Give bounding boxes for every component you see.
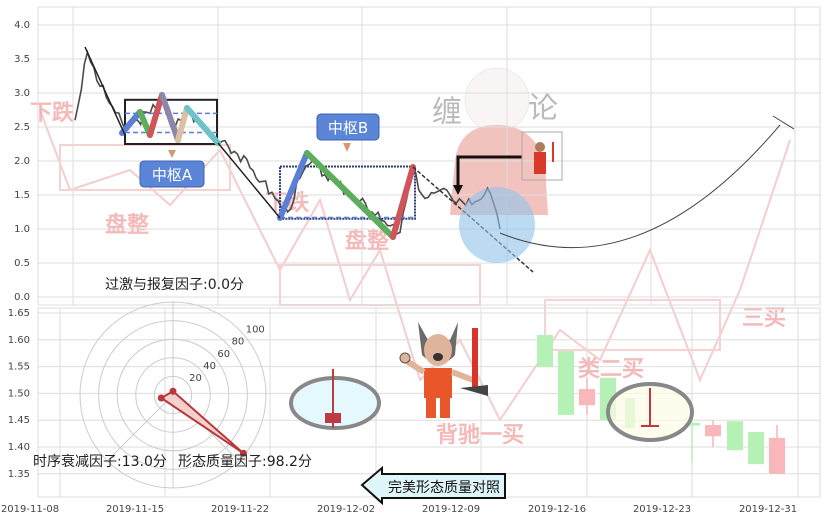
compare-button[interactable]: 完美形态质量对照	[360, 465, 506, 506]
bi-segment	[159, 92, 181, 143]
y-tick-label: 1.60	[8, 335, 30, 346]
trend-line	[84, 46, 126, 136]
polar-axis	[107, 394, 174, 461]
y-tick-label: 1.50	[8, 388, 30, 399]
arrow-up-icon	[168, 150, 176, 158]
monk-dog-watermark-icon	[450, 67, 548, 215]
candle-body	[769, 437, 785, 474]
zhongshu-b-label: 中枢B	[316, 113, 380, 152]
watermark-text: 类二买	[578, 357, 644, 382]
polar-ring-label: 60	[217, 349, 230, 360]
y-tick-label: 1.45	[8, 415, 30, 426]
bi-segment	[390, 164, 416, 240]
top-y-axis: 0.0 0.5 1.0 1.5 2.0 2.5 3.0 3.5 4.0	[14, 20, 30, 303]
watermark-text: 下跌	[30, 101, 75, 126]
bi-segment	[175, 105, 190, 143]
zhongshu-b-box	[279, 165, 416, 220]
y-tick-label: 1.55	[8, 362, 30, 373]
bottom-axes: 1.35 1.40 1.45 1.50 1.55 1.60 1.65 2019-11-08 20…	[1, 308, 797, 515]
pointer-arrow	[456, 155, 522, 188]
bi-segment	[277, 150, 310, 221]
dog-worker-icon	[399, 322, 488, 418]
price-line	[74, 49, 501, 236]
reference-candle-body	[325, 413, 341, 423]
bi-segment	[184, 105, 221, 146]
candle-body	[684, 422, 700, 426]
candles	[289, 334, 785, 474]
y-tick-label: 0.5	[14, 258, 30, 269]
watermark-text: 背驰一买	[436, 423, 524, 448]
arrow-down-icon	[453, 185, 463, 195]
arrow-down-icon	[343, 143, 351, 152]
bi-segment	[119, 109, 143, 136]
projection-end-tick	[772, 115, 795, 130]
zhongshu-b-text: 中枢B	[328, 119, 368, 137]
y-tick-label: 1.35	[8, 469, 30, 480]
compare-button-label: 完美形态质量对照	[388, 480, 500, 496]
polar-ring-label: 20	[189, 373, 202, 384]
price-layer	[74, 49, 501, 236]
y-tick-label: 2.5	[14, 122, 30, 133]
x-tick-label: 2019-11-22	[211, 504, 269, 515]
polar-point	[157, 394, 165, 402]
dog-thumbnail-box	[521, 131, 563, 181]
candle-body	[748, 431, 764, 465]
annotation-layer	[84, 46, 795, 273]
y-tick-label: 3.0	[14, 88, 30, 99]
bi-segment	[147, 92, 165, 138]
watermark-logo-text: 论	[528, 91, 558, 126]
polar-ring-label: 40	[203, 361, 216, 372]
y-tick-label: 3.5	[14, 54, 30, 65]
candle-body	[705, 425, 721, 437]
bi-segment	[304, 150, 396, 240]
x-tick-label: 2019-11-08	[1, 504, 59, 515]
x-tick-label: 2019-12-16	[528, 504, 586, 515]
polar-shape	[159, 390, 245, 455]
reference-ellipse	[289, 376, 381, 430]
watermark-logo-text: 缠	[432, 95, 462, 130]
watermark-text: 盘整	[345, 228, 389, 254]
y-tick-label: 1.5	[14, 190, 30, 201]
x-tick-label: 2019-12-23	[633, 504, 691, 515]
candle-body	[727, 421, 743, 451]
polar-point	[169, 387, 177, 395]
shape-quality-factor-label: 形态质量因子:98.2分	[178, 454, 312, 470]
polar-ring-label: 100	[246, 325, 265, 336]
top-plot-border	[37, 6, 821, 306]
excess-factor-label: 过激与报复因子:0.0分	[105, 276, 244, 293]
top-chart-grid	[37, 6, 821, 306]
zhongshu-a-box	[124, 98, 218, 146]
x-tick-label: 2019-12-31	[739, 504, 797, 515]
y-tick-label: 4.0	[14, 20, 30, 31]
watermark-text: 盘整	[105, 212, 149, 238]
zhongshu-a-label: 中枢A	[139, 150, 205, 188]
x-tick-label: 2019-12-09	[422, 504, 480, 515]
projection-curve	[499, 124, 781, 249]
y-tick-label: 0.0	[14, 292, 30, 303]
x-tick-label: 2019-12-02	[317, 504, 375, 515]
highlight-circle	[459, 187, 535, 263]
candle-body	[558, 351, 574, 415]
y-tick-label: 1.65	[8, 308, 30, 319]
time-decay-factor-label: 时序衰减因子:13.0分	[33, 453, 167, 470]
y-tick-label: 2.0	[14, 156, 30, 167]
candle-body	[579, 389, 595, 406]
y-tick-label: 1.40	[8, 442, 30, 453]
x-tick-label: 2019-11-15	[106, 504, 164, 515]
candle-body	[537, 334, 553, 368]
watermark-text: 三买	[742, 306, 786, 331]
polar-ring-label: 80	[232, 337, 245, 348]
y-tick-label: 1.0	[14, 224, 30, 235]
zhongshu-a-text: 中枢A	[152, 166, 193, 184]
trend-line	[217, 142, 281, 219]
polar-point	[239, 449, 247, 457]
